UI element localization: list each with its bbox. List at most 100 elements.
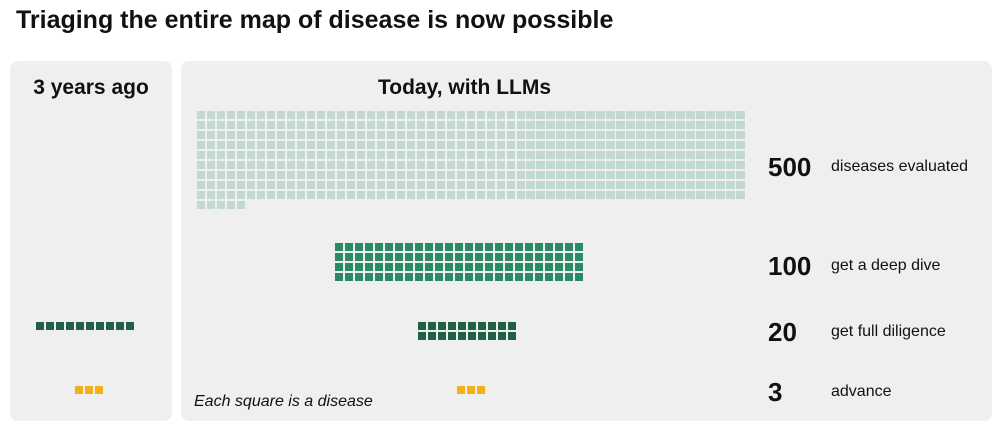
- disease-square-evaluated: [376, 150, 386, 160]
- disease-square-evaluated: [426, 160, 436, 170]
- disease-square-evaluated: [596, 150, 605, 160]
- disease-square-evaluated: [276, 190, 286, 200]
- disease-square-evaluated: [636, 160, 645, 170]
- disease-square-evaluated: [716, 150, 725, 160]
- disease-square-evaluated: [386, 130, 396, 140]
- disease-square-deep-dive: [384, 243, 394, 252]
- disease-square-deep-dive: [394, 243, 404, 252]
- disease-square-evaluated: [516, 170, 525, 180]
- disease-square-past-diligence: [45, 322, 55, 331]
- disease-square-evaluated: [566, 160, 575, 170]
- disease-square-evaluated: [636, 150, 645, 160]
- panel-heading-past: 3 years ago: [33, 76, 149, 99]
- disease-square-evaluated: [306, 180, 316, 190]
- disease-square-evaluated: [416, 160, 426, 170]
- disease-square-deep-dive: [374, 272, 384, 282]
- disease-square-evaluated: [426, 130, 436, 140]
- disease-square-evaluated: [446, 150, 455, 160]
- disease-square-deep-dive: [434, 262, 444, 272]
- disease-square-evaluated: [296, 111, 306, 120]
- disease-square-evaluated: [276, 130, 286, 140]
- disease-square-deep-dive: [404, 243, 414, 252]
- disease-square-evaluated: [486, 120, 495, 130]
- disease-square-deep-dive: [444, 272, 454, 282]
- disease-square-evaluated: [536, 111, 545, 120]
- disease-square-evaluated: [246, 180, 256, 190]
- disease-square-evaluated: [656, 150, 665, 160]
- disease-square-evaluated: [646, 190, 655, 200]
- disease-square-evaluated: [256, 140, 266, 150]
- disease-square-evaluated: [496, 140, 505, 150]
- disease-square-evaluated: [656, 170, 665, 180]
- disease-square-evaluated: [566, 150, 575, 160]
- disease-square-evaluated: [366, 111, 376, 120]
- disease-square-evaluated: [536, 150, 545, 160]
- disease-square-past-diligence: [115, 322, 125, 331]
- disease-square-deep-dive: [534, 252, 544, 262]
- disease-square-deep-dive: [484, 262, 494, 272]
- disease-square-evaluated: [696, 130, 705, 140]
- disease-square-deep-dive: [414, 252, 424, 262]
- disease-square-evaluated: [446, 160, 455, 170]
- disease-square-deep-dive: [344, 243, 354, 252]
- label-advance: advance: [831, 383, 892, 400]
- disease-square-evaluated: [346, 111, 356, 120]
- disease-square-deep-dive: [344, 252, 354, 262]
- disease-square-evaluated: [416, 170, 426, 180]
- disease-square-evaluated: [546, 190, 555, 200]
- disease-square-evaluated: [316, 120, 326, 130]
- disease-square-evaluated: [706, 111, 715, 120]
- disease-square-deep-dive: [474, 262, 484, 272]
- disease-square-evaluated: [736, 180, 745, 190]
- disease-square-evaluated: [516, 130, 525, 140]
- disease-square-evaluated: [726, 160, 735, 170]
- disease-square-evaluated: [326, 190, 336, 200]
- disease-square-evaluated: [506, 160, 515, 170]
- disease-square-evaluated: [436, 190, 446, 200]
- disease-square-evaluated: [446, 120, 455, 130]
- disease-square-evaluated: [276, 120, 286, 130]
- chart-title: Triaging the entire map of disease is no…: [16, 6, 614, 34]
- disease-square-evaluated: [666, 190, 675, 200]
- disease-square-evaluated: [446, 180, 455, 190]
- disease-square-evaluated: [306, 150, 316, 160]
- disease-square-evaluated: [716, 130, 725, 140]
- disease-square-evaluated: [566, 120, 575, 130]
- disease-square-evaluated: [216, 120, 226, 130]
- disease-square-evaluated: [626, 180, 635, 190]
- disease-square-evaluated: [726, 180, 735, 190]
- disease-square-evaluated: [396, 150, 406, 160]
- disease-square-evaluated: [316, 130, 326, 140]
- disease-square-deep-dive: [444, 262, 454, 272]
- disease-square-evaluated: [356, 140, 366, 150]
- disease-square-deep-dive: [434, 272, 444, 282]
- disease-square-evaluated: [306, 130, 316, 140]
- disease-square-deep-dive: [494, 252, 504, 262]
- disease-square-evaluated: [526, 190, 535, 200]
- disease-square-evaluated: [686, 111, 695, 120]
- disease-square-evaluated: [736, 170, 745, 180]
- disease-square-evaluated: [626, 140, 635, 150]
- disease-square-deep-dive: [335, 243, 344, 252]
- disease-square-evaluated: [526, 130, 535, 140]
- disease-square-evaluated: [246, 111, 256, 120]
- disease-square-evaluated: [596, 130, 605, 140]
- disease-square-evaluated: [716, 111, 725, 120]
- disease-square-deep-dive: [494, 272, 504, 282]
- disease-square-evaluated: [266, 120, 276, 130]
- disease-square-evaluated: [516, 120, 525, 130]
- disease-square-evaluated: [526, 120, 535, 130]
- disease-square-advance: [457, 386, 466, 395]
- disease-square-evaluated: [226, 130, 236, 140]
- disease-square-evaluated: [466, 120, 475, 130]
- disease-square-evaluated: [536, 160, 545, 170]
- disease-square-evaluated: [296, 190, 306, 200]
- disease-square-evaluated: [197, 140, 206, 150]
- disease-square-evaluated: [646, 180, 655, 190]
- disease-square-evaluated: [626, 190, 635, 200]
- disease-square-evaluated: [216, 180, 226, 190]
- disease-square-evaluated: [666, 140, 675, 150]
- disease-square-evaluated: [676, 190, 685, 200]
- disease-square-evaluated: [506, 130, 515, 140]
- disease-square-deep-dive: [374, 243, 384, 252]
